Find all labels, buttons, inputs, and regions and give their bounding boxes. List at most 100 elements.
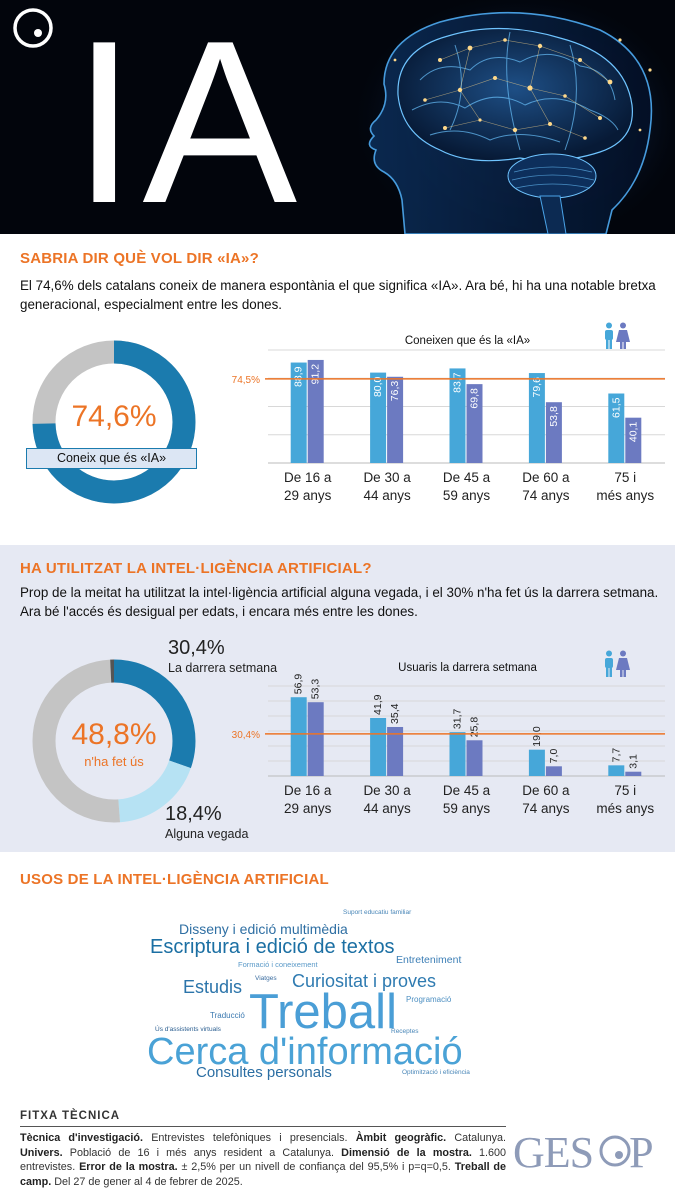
bar-value-label: 7,7 bbox=[610, 748, 622, 763]
bar-value-label: 61,5 bbox=[610, 397, 622, 418]
sometime-value: 18,4% bbox=[165, 803, 222, 825]
category-label: 44 anys bbox=[363, 488, 411, 503]
bar-women bbox=[625, 417, 642, 463]
word-traduccio: Traducció bbox=[210, 1011, 245, 1020]
category-label: De 60 a bbox=[522, 470, 570, 485]
chart1-title: Coneixen que és la «IA» bbox=[404, 335, 531, 347]
section3-title: USOS DE LA INTEL·LIGÈNCIA ARTIFICIAL bbox=[20, 871, 329, 888]
bar-men bbox=[370, 372, 387, 463]
fitxa-value: Catalunya. bbox=[446, 1132, 506, 1144]
fitxa-value: Del 27 de gener al 4 de febrer de 2025. bbox=[51, 1175, 243, 1188]
word-assistents: Ús d'assistents virtuals bbox=[155, 1026, 221, 1033]
reference-label: 30,4% bbox=[232, 730, 260, 741]
bar-women bbox=[387, 376, 404, 463]
donut-slice-not-used bbox=[32, 659, 196, 823]
fitxa-label: Univers. bbox=[20, 1146, 63, 1159]
gender-icon bbox=[605, 650, 630, 677]
bar-value-label: 19,0 bbox=[531, 726, 543, 747]
fitxa-value: Entrevistes telefòniques i presencials. bbox=[143, 1132, 356, 1144]
gesop-logo-o-icon bbox=[599, 1135, 631, 1167]
fitxa-label: Dimensió de la mostra. bbox=[341, 1146, 472, 1159]
bar-women bbox=[625, 771, 642, 776]
word-consultes: Consultes personals bbox=[196, 1064, 332, 1081]
category-label: 29 anys bbox=[284, 801, 332, 816]
hero-title: IA bbox=[72, 0, 304, 235]
bar-value-label: 53,8 bbox=[548, 406, 560, 427]
bar-value-label: 31,7 bbox=[452, 709, 464, 730]
fitxa-value: ± 2,5% per un nivell de confiança del 95… bbox=[177, 1161, 455, 1174]
fitxa-divider bbox=[20, 1126, 506, 1127]
word-cerca: Cerca d'informació bbox=[147, 1031, 463, 1073]
bar-men bbox=[449, 368, 466, 463]
bar-value-label: 83,7 bbox=[452, 372, 464, 393]
fitxa-label: Tècnica d'investigació. bbox=[20, 1132, 143, 1144]
donut2-value: 48,8% bbox=[71, 718, 157, 751]
section2-title: HA UTILITZAT LA INTEL·LIGÈNCIA ARTIFICIA… bbox=[20, 560, 372, 577]
bar-value-label: 79,6 bbox=[531, 377, 543, 398]
bar-women bbox=[307, 702, 324, 776]
bar-value-label: 35,4 bbox=[389, 703, 401, 724]
last-week-value: 30,4% bbox=[168, 637, 225, 659]
category-label: 75 i bbox=[614, 470, 636, 485]
gender-icon bbox=[605, 322, 630, 349]
category-label: 74 anys bbox=[522, 488, 570, 503]
brain-illustration bbox=[0, 0, 675, 234]
gesop-logo-end: P bbox=[629, 1128, 654, 1177]
bar-value-label: 41,9 bbox=[372, 694, 384, 715]
word-estudis: Estudis bbox=[183, 977, 243, 997]
category-label: més anys bbox=[596, 801, 654, 816]
section1-title: SABRIA DIR QUÈ VOL DIR «IA»? bbox=[20, 250, 259, 267]
section1-text: El 74,6% dels catalans coneix de manera … bbox=[20, 278, 656, 312]
bar-women bbox=[466, 384, 483, 463]
word-receptes: Receptes bbox=[391, 1028, 419, 1035]
bar-value-label: 40,1 bbox=[627, 422, 639, 443]
donut-slice-nsnc bbox=[32, 659, 196, 823]
category-label: 59 anys bbox=[443, 801, 491, 816]
hero-banner: IA bbox=[0, 0, 675, 234]
category-label: més anys bbox=[596, 488, 654, 503]
word-escriptura: Escriptura i edició de textos bbox=[150, 936, 395, 958]
bar-men bbox=[608, 393, 625, 463]
section2-text: Prop de la meitat ha utilitzat la intel·… bbox=[20, 585, 659, 619]
word-entreteniment: Entreteniment bbox=[396, 954, 462, 966]
fitxa-text: Tècnica d'investigació. Entrevistes tele… bbox=[20, 1131, 506, 1189]
bar-value-label: 25,8 bbox=[469, 717, 481, 738]
fitxa-label: Treball de camp. bbox=[20, 1161, 507, 1188]
category-label: 44 anys bbox=[363, 801, 411, 816]
fitxa-label: Àmbit geogràfic. bbox=[355, 1132, 447, 1144]
gesop-logo-text: GES bbox=[513, 1128, 594, 1177]
donut1-label: Coneix que és «IA» bbox=[26, 448, 197, 469]
bar-men bbox=[290, 697, 307, 776]
word-viatges: Viatges bbox=[255, 975, 277, 982]
word-optimitzacio: Optimització i eficiència bbox=[402, 1069, 470, 1076]
bar-value-label: 91,2 bbox=[310, 364, 322, 385]
category-label: 74 anys bbox=[522, 801, 570, 816]
gesop-logo: GES P bbox=[513, 1127, 654, 1178]
bar-value-label: 69,8 bbox=[469, 388, 481, 409]
last-week-label: La darrera setmana bbox=[168, 661, 278, 675]
word-curiositat: Curiositat i proves bbox=[292, 971, 437, 991]
bar-value-label: 76,3 bbox=[389, 381, 401, 402]
category-label: 59 anys bbox=[443, 488, 491, 503]
category-label: De 30 a bbox=[363, 470, 411, 485]
category-label: De 16 a bbox=[284, 783, 332, 798]
bar-men bbox=[370, 717, 387, 776]
bar-women bbox=[545, 402, 562, 463]
bar-men bbox=[449, 732, 466, 776]
category-label: De 60 a bbox=[522, 783, 570, 798]
bar-women bbox=[387, 726, 404, 776]
bar-value-label: 80,0 bbox=[372, 376, 384, 397]
bar-value-label: 88,9 bbox=[293, 366, 305, 387]
word-suport-educatiu: Suport educatiu familiar bbox=[343, 909, 412, 916]
fitxa-value: 1.600 entrevistes. bbox=[20, 1146, 506, 1174]
category-label: De 45 a bbox=[443, 470, 491, 485]
bar-value-label: 53,3 bbox=[310, 679, 322, 700]
bar-women bbox=[545, 766, 562, 776]
donut-chart-knows-ia bbox=[32, 340, 196, 504]
reference-label: 74,5% bbox=[232, 375, 260, 386]
category-label: De 45 a bbox=[443, 783, 491, 798]
word-formacio: Formació i coneixement bbox=[238, 960, 318, 969]
bar-value-label: 3,1 bbox=[627, 754, 639, 769]
bar-value-label: 7,0 bbox=[548, 749, 560, 764]
category-label: 29 anys bbox=[284, 488, 332, 503]
